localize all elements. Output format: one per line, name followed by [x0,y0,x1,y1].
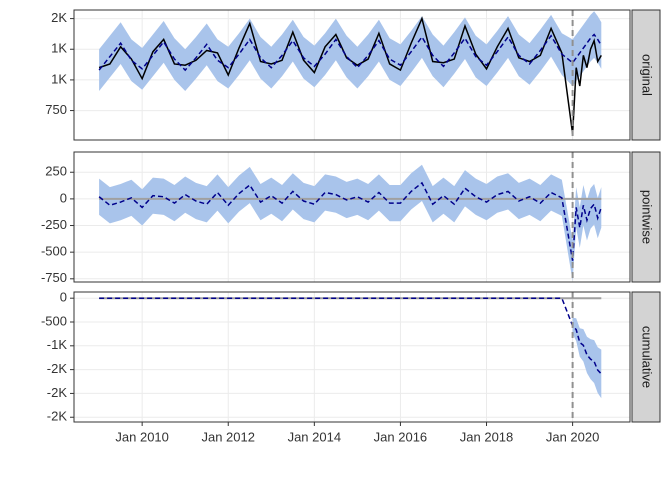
mean-line [98,181,603,261]
y-tick-label: 0 [60,190,67,205]
x-tick-label: Jan 2012 [201,429,255,444]
strip-label: cumulative [640,326,655,388]
panel-border [73,151,631,283]
y-tick-label: 2K [51,10,67,25]
y-tick-label: 750 [45,102,67,117]
y-tick-label: 250 [45,164,67,179]
x-tick-label: Jan 2018 [460,429,514,444]
x-tick-label: Jan 2014 [288,429,342,444]
x-tick-label: Jan 2010 [115,429,169,444]
y-tick-label: -500 [41,313,67,328]
y-tick-label: -750 [41,270,67,285]
mean-line [99,297,602,375]
y-tick-label: 1K [51,71,67,86]
mean-line [98,33,602,72]
y-tick-label: -2K [47,385,68,400]
interval-band [572,317,602,399]
strip [631,291,661,423]
y-tick-label: -1K [47,337,68,352]
strip-label: original [640,54,655,96]
y-tick-label: -2K [47,409,68,424]
strip [631,151,661,283]
x-tick-label: Jan 2016 [374,429,428,444]
strip-label: pointwise [640,190,655,244]
interval-band [99,164,602,281]
x-tick-label: Jan 2020 [546,429,600,444]
strip [631,9,661,141]
observed-line [98,16,602,134]
y-tick-label: -250 [41,217,67,232]
panel-background [74,152,630,282]
panel-background [74,292,630,422]
panel-border [73,9,631,141]
y-tick-label: -500 [41,244,67,259]
y-tick-label: 0 [60,290,67,305]
y-tick-label: 1K [51,41,67,56]
interval-band [99,11,602,91]
y-tick-label: -2K [47,361,68,376]
panel-border [73,291,631,423]
